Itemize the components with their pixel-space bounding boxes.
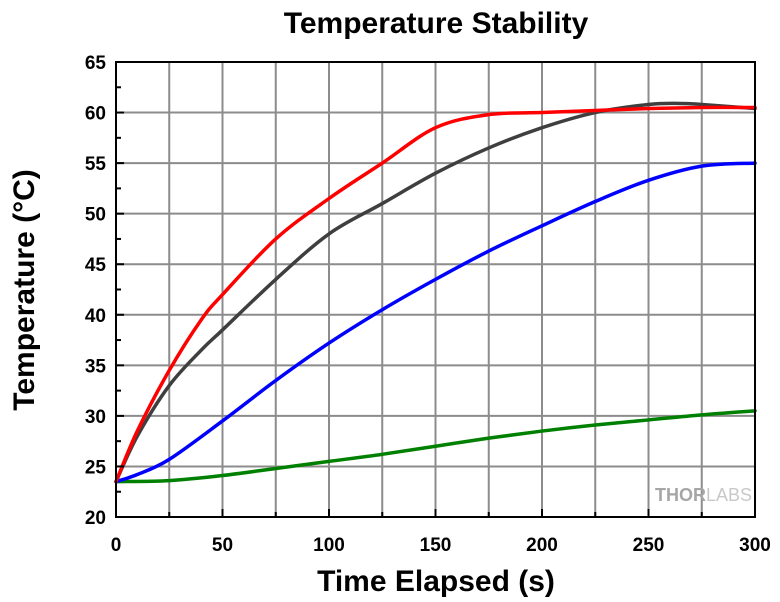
thorlabs-watermark: THORLABS bbox=[655, 485, 752, 505]
x-tick-label: 0 bbox=[111, 535, 122, 556]
chart-title: Temperature Stability bbox=[284, 7, 589, 40]
y-tick-label: 45 bbox=[85, 255, 107, 276]
y-tick-label: 20 bbox=[85, 508, 106, 529]
x-axis-label: Time Elapsed (s) bbox=[317, 565, 555, 598]
x-tick-label: 300 bbox=[739, 535, 771, 556]
y-tick-label: 35 bbox=[85, 356, 107, 377]
series-lines bbox=[114, 101, 757, 484]
watermark-thor: THOR bbox=[655, 485, 706, 505]
series-line bbox=[114, 409, 757, 484]
x-tick-label: 200 bbox=[526, 535, 558, 556]
y-tick-label: 65 bbox=[85, 53, 107, 74]
watermark-labs: LABS bbox=[706, 485, 752, 505]
x-tick-label: 150 bbox=[420, 535, 452, 556]
y-tick-label: 60 bbox=[85, 104, 106, 125]
y-axis-label: Temperature (°C) bbox=[8, 169, 41, 410]
x-tick-label: 50 bbox=[212, 535, 233, 556]
y-tick-label: 40 bbox=[85, 306, 106, 327]
axis-ticks bbox=[115, 61, 756, 518]
y-tick-label: 25 bbox=[85, 457, 107, 478]
svg-text:THORLABS: THORLABS bbox=[655, 485, 752, 505]
x-tick-label: 100 bbox=[313, 535, 345, 556]
tick-labels: 0 50 100 150 200 250 300 20 25 30 35 40 45 50 55 60 65 bbox=[85, 53, 771, 556]
y-tick-label: 30 bbox=[85, 407, 106, 428]
y-tick-label: 55 bbox=[85, 154, 107, 175]
series-line bbox=[114, 161, 757, 484]
series-line bbox=[114, 105, 757, 484]
series-line bbox=[114, 101, 757, 484]
y-tick-label: 50 bbox=[85, 205, 106, 226]
grid-lines bbox=[116, 62, 755, 517]
x-tick-label: 250 bbox=[633, 535, 665, 556]
